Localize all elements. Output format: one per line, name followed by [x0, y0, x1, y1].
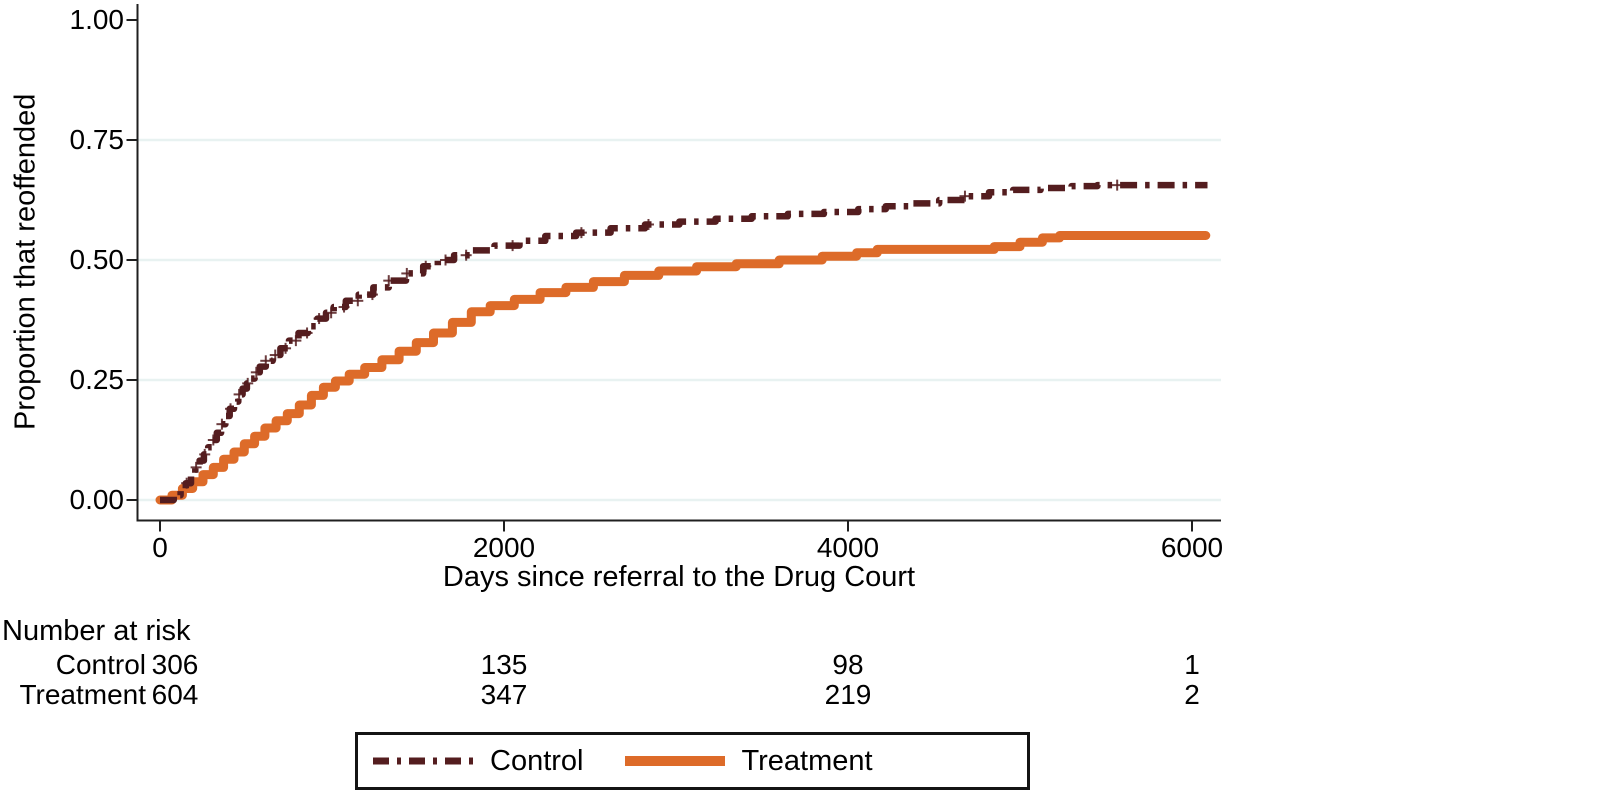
risk-count: 1: [1184, 649, 1200, 680]
risk-count: 135: [480, 649, 528, 680]
legend-control-line-sample: [373, 757, 473, 765]
legend-label-treatment: Treatment: [741, 744, 873, 777]
risk-count: 347: [480, 679, 528, 710]
legend-label-control: Control: [490, 744, 584, 777]
risk-count: 219: [824, 679, 872, 710]
x-axis-title: Days since referral to the Drug Court: [442, 561, 916, 593]
risk-table-title: Number at risk: [2, 615, 191, 647]
risk-count: 306: [151, 649, 199, 680]
y-tick-label: 0.50: [69, 244, 125, 275]
x-tick-label: 4000: [816, 532, 880, 563]
risk-row-label: Treatment: [19, 679, 146, 710]
control-curve: [160, 181, 1208, 504]
y-tick-label: 0.25: [69, 364, 125, 395]
y-tick-label: 0.00: [69, 484, 125, 515]
x-tick-label: 6000: [1160, 532, 1224, 563]
legend-treatment-line-sample: [624, 756, 725, 766]
y-tick-label: 1.00: [69, 4, 125, 35]
treatment-curve: [155, 231, 1211, 505]
risk-row-label: Control: [55, 649, 146, 680]
risk-count: 2: [1184, 679, 1200, 710]
risk-count: 98: [832, 649, 864, 680]
risk-count: 604: [151, 679, 199, 710]
legend: Control Treatment: [355, 732, 1030, 790]
x-tick-label: 2000: [472, 532, 536, 563]
y-tick-label: 0.75: [69, 124, 125, 155]
x-tick-label: 0: [152, 532, 168, 563]
